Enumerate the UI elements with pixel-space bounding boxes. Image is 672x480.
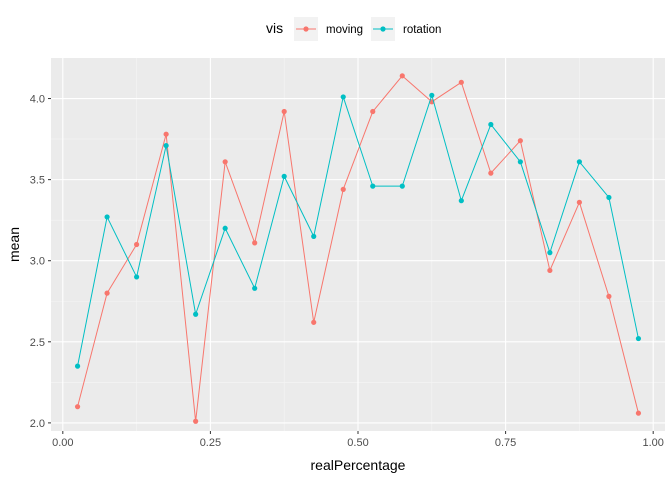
y-tick-label: 4.0 — [30, 94, 45, 106]
y-tick-label: 3.5 — [30, 175, 45, 187]
series-line-moving — [77, 75, 639, 422]
legend-label-rotation: rotation — [403, 24, 441, 36]
data-point-rotation[interactable] — [429, 92, 435, 98]
data-point-moving[interactable] — [340, 186, 346, 192]
data-point-moving[interactable] — [635, 410, 642, 416]
y-tick-label: 3.0 — [30, 256, 45, 268]
data-point-moving[interactable] — [104, 290, 110, 296]
data-point-rotation[interactable] — [134, 274, 140, 280]
data-point-moving[interactable] — [458, 79, 464, 85]
data-point-rotation[interactable] — [458, 198, 464, 204]
y-tick-label: 2.5 — [30, 337, 45, 349]
data-point-rotation[interactable] — [399, 183, 405, 189]
data-point-rotation[interactable] — [547, 250, 553, 256]
series-line-rotation — [77, 94, 639, 367]
y-tick-label: 2.0 — [30, 418, 45, 430]
data-point-moving[interactable] — [74, 404, 81, 410]
x-tick-label: 1.00 — [642, 437, 663, 449]
data-point-rotation[interactable] — [635, 335, 642, 342]
legend-point-moving — [303, 26, 309, 32]
data-point-rotation[interactable] — [576, 159, 582, 165]
data-point-moving[interactable] — [370, 108, 376, 115]
series-layer — [74, 73, 642, 424]
data-point-moving[interactable] — [281, 108, 287, 115]
x-tick-label: 0.00 — [52, 437, 73, 449]
data-point-moving[interactable] — [193, 418, 199, 424]
data-point-moving[interactable] — [163, 131, 169, 137]
series-rotation — [74, 92, 642, 369]
data-point-moving[interactable] — [606, 293, 612, 299]
data-point-rotation[interactable] — [517, 159, 523, 165]
data-point-moving[interactable] — [488, 170, 494, 176]
legend-item-rotation[interactable]: rotation — [371, 17, 441, 41]
data-point-rotation[interactable] — [340, 94, 346, 100]
data-point-moving[interactable] — [517, 138, 523, 144]
y-axis: 2.0 2.5 3.0 3.5 4.0 — [30, 94, 51, 430]
legend-point-rotation — [380, 26, 386, 32]
data-point-rotation[interactable] — [222, 225, 228, 231]
x-tick-label: 0.25 — [200, 437, 221, 449]
data-point-rotation[interactable] — [281, 173, 287, 179]
x-axis-title: realPercentage — [311, 457, 406, 473]
legend: vis moving rotation — [266, 17, 441, 41]
data-point-rotation[interactable] — [311, 233, 317, 239]
data-point-rotation[interactable] — [488, 121, 494, 128]
data-point-moving[interactable] — [222, 159, 228, 165]
data-point-moving[interactable] — [311, 319, 317, 325]
data-point-rotation[interactable] — [606, 194, 612, 201]
data-point-moving[interactable] — [252, 240, 258, 246]
legend-label-moving: moving — [326, 24, 363, 36]
data-point-rotation[interactable] — [104, 214, 110, 220]
legend-item-moving[interactable]: moving — [294, 17, 363, 41]
y-axis-title: mean — [6, 227, 22, 262]
x-axis: 0.00 0.25 0.50 0.75 1.00 — [52, 431, 664, 449]
data-point-moving[interactable] — [399, 73, 405, 79]
data-point-moving[interactable] — [134, 241, 140, 248]
major-gridlines — [51, 58, 665, 431]
data-point-rotation[interactable] — [193, 311, 199, 317]
data-point-moving[interactable] — [547, 267, 553, 274]
legend-title: vis — [266, 20, 283, 36]
x-tick-label: 0.50 — [347, 437, 368, 449]
data-point-moving[interactable] — [576, 199, 582, 205]
data-point-rotation[interactable] — [163, 142, 169, 149]
data-point-rotation[interactable] — [74, 363, 81, 369]
data-point-rotation[interactable] — [370, 183, 376, 189]
x-tick-label: 0.75 — [495, 437, 516, 449]
data-point-rotation[interactable] — [252, 285, 258, 291]
